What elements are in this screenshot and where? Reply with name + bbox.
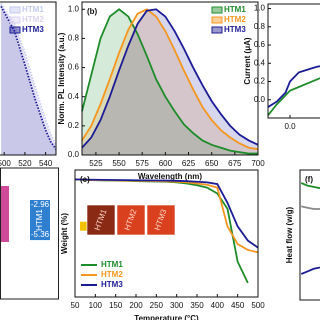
x-tick-label: 250	[150, 301, 164, 310]
series-line	[0, 5, 57, 150]
legend-swatch	[9, 26, 21, 34]
legend-swatch	[9, 16, 21, 24]
x-tick-label: 450	[231, 301, 245, 310]
inset-image	[86, 204, 116, 236]
lumo-label: -2.96	[31, 200, 50, 209]
x-axis-label: Wavelength (nm)	[138, 172, 202, 181]
legend-label: HTM1	[224, 5, 246, 14]
panel-label: (e)	[80, 175, 90, 184]
x-axis-label: Temperature (°C)	[134, 314, 199, 320]
legend-swatch	[211, 16, 223, 24]
legend-label: HTM3	[224, 25, 246, 34]
y-tick-label: 0.6	[254, 40, 266, 49]
series-line	[0, 3, 57, 146]
x-tick-label: 650	[205, 159, 219, 168]
series-line	[300, 266, 320, 275]
plot-frame	[74, 169, 259, 298]
x-tick-label: 200	[129, 301, 143, 310]
series-line	[81, 8, 259, 151]
area	[1, 6, 57, 155]
inset-image	[146, 204, 176, 236]
series-line	[267, 77, 320, 116]
legend-swatch	[9, 6, 21, 14]
x-tick-label: 575	[136, 159, 150, 168]
y-tick-label: 0.4	[254, 58, 266, 67]
y-tick-label: 0.0	[68, 150, 80, 159]
x-tick-label: 600	[159, 159, 173, 168]
legend-label: HTM2	[22, 15, 44, 24]
series-line	[0, 4, 57, 149]
y-tick-label: 0.4	[68, 92, 80, 101]
x-tick-label: 300	[170, 301, 184, 310]
y-axis-label: Heat flow (w/g)	[285, 206, 294, 263]
panel-label: (b)	[87, 7, 98, 16]
y-tick-label: 1.0	[68, 4, 80, 13]
y-axis-label: Current (μA)	[243, 37, 252, 84]
panel-label: (f)	[305, 175, 313, 184]
homo-label: -5.36	[31, 230, 50, 239]
x-tick-label: 540	[39, 159, 53, 168]
y-tick-label: 0.0	[254, 95, 266, 104]
panel: 525 550 575 600 625 650 675 700 0.0 0.2 0.4 0.6 0.8 1…	[57, 1, 265, 181]
series-line	[81, 8, 259, 149]
x-tick-label: 500	[251, 301, 265, 310]
plot-frame	[299, 169, 320, 301]
y-tick-label: 0.2	[68, 121, 80, 130]
plot-frame	[267, 3, 320, 119]
x-tick-label: 350	[190, 301, 204, 310]
legend-label: HTM3	[22, 25, 44, 34]
area	[82, 9, 258, 155]
y-axis-label: Weight (%)	[60, 213, 69, 255]
legend-label: HTM3	[101, 280, 123, 289]
series-line	[74, 178, 259, 249]
x-tick-label: 525	[89, 159, 103, 168]
panel: 50 100 150 200 250 300 350 400 450 500 (e) Temperat…	[60, 169, 265, 320]
series-line	[267, 65, 320, 108]
y-tick-label: 0.8	[68, 34, 80, 43]
area	[82, 9, 258, 155]
y-tick-label: 1.0	[254, 4, 266, 13]
x-tick-label: 550	[112, 159, 126, 168]
energy-bar	[30, 200, 50, 241]
legend-label: HTM1	[101, 260, 123, 269]
x-tick-label: 625	[182, 159, 196, 168]
series-line	[81, 8, 258, 155]
series-line	[300, 182, 320, 190]
legend-swatch	[211, 26, 223, 34]
x-tick-label: 100	[89, 301, 103, 310]
series-line	[301, 205, 320, 210]
plot-frame	[81, 1, 259, 156]
y-tick-label: 0.6	[68, 63, 80, 72]
x-tick-label: 50	[71, 301, 80, 310]
panel-frame	[0, 167, 59, 300]
panel: (f) Heat flow (w/g)	[285, 169, 320, 301]
plot-frame	[0, 1, 57, 156]
y-tick-label: 0.2	[254, 77, 266, 86]
x-tick-label: 520	[18, 159, 32, 168]
x-tick-label: 150	[109, 301, 123, 310]
level-name: HTM1	[35, 209, 44, 231]
x-tick-label: 0.0	[284, 122, 296, 131]
x-tick-label: 675	[228, 159, 242, 168]
area	[82, 9, 258, 155]
y-tick-label: 0.8	[254, 22, 266, 31]
panel: 0.0 0.0 0.2 0.4 0.6 0.8 1.0 Current (μA)	[243, 3, 320, 131]
x-tick-label: 500	[0, 159, 11, 168]
legend-label: HTM2	[224, 15, 246, 24]
x-tick-label: 700	[251, 159, 265, 168]
legend-label: HTM2	[101, 270, 123, 279]
inset-image	[116, 204, 146, 236]
y-axis-label: Norm. PL Intensity (a.u.)	[57, 32, 66, 124]
level-bar-partial	[0, 186, 9, 242]
legend-swatch	[211, 6, 223, 14]
legend-label: HTM1	[22, 5, 44, 14]
x-tick-label: 400	[211, 301, 225, 310]
